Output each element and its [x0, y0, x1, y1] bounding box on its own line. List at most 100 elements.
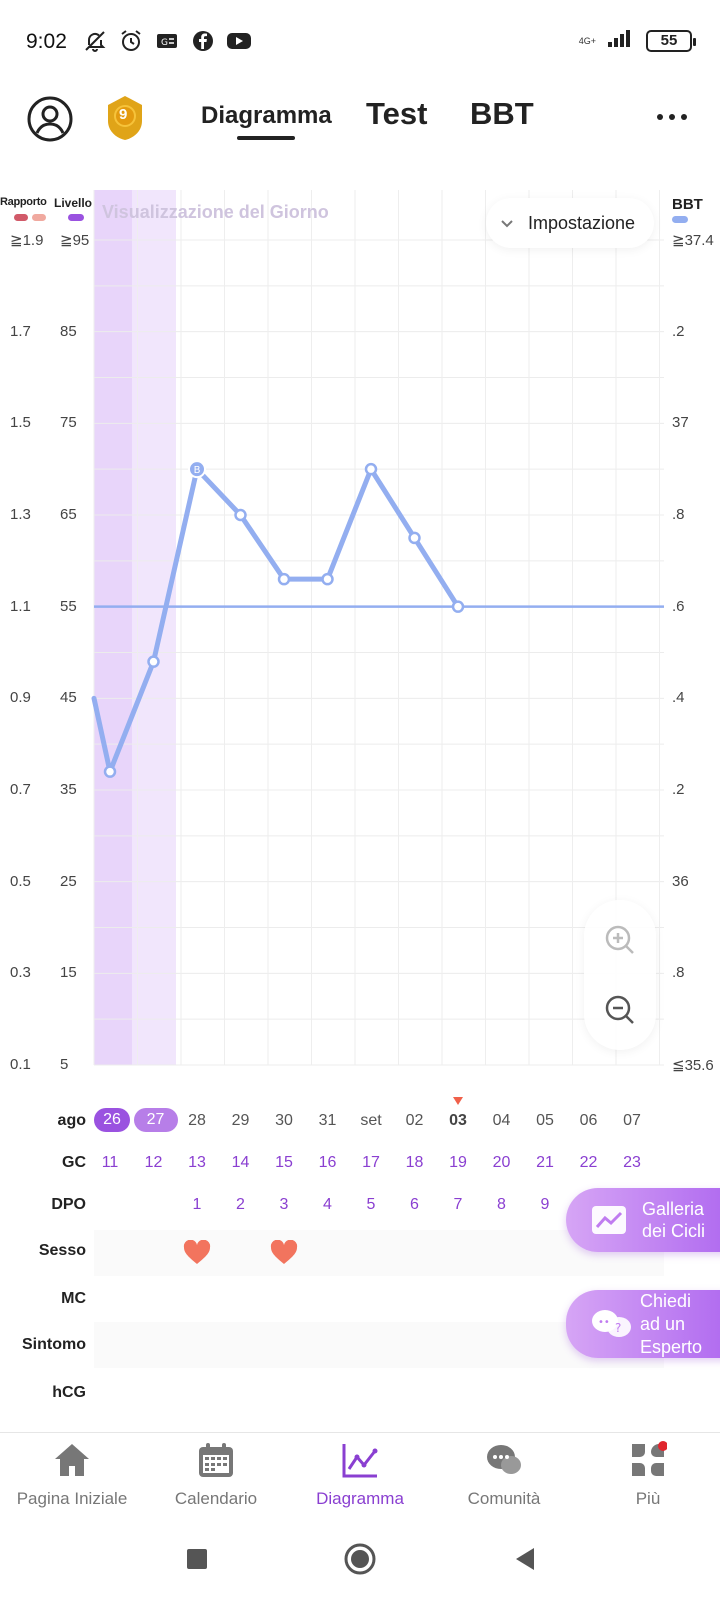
- setting-label: Impostazione: [528, 212, 636, 233]
- g-news-icon: G: [154, 28, 180, 54]
- heart-icon: [183, 1239, 211, 1266]
- chart-area: Rapporto Livello BBT B Visualizzazione d…: [0, 190, 720, 1090]
- day-view-label: Visualizzazione del Giorno: [102, 202, 329, 222]
- dpo-cell: 4: [323, 1196, 332, 1213]
- bbt-tick: .6: [672, 597, 685, 615]
- date-cell[interactable]: set: [360, 1112, 382, 1129]
- nav-calendar-label: Calendario: [174, 1489, 258, 1508]
- bbt-tick: ≦35.6: [672, 1057, 714, 1074]
- date-cell[interactable]: 07: [623, 1112, 641, 1129]
- status-time: 9:02: [26, 30, 67, 53]
- ratio-tick: 1.3: [10, 506, 31, 523]
- bbt-tick: .2: [672, 322, 685, 340]
- data-point: [364, 462, 378, 476]
- alarm-icon: [118, 28, 144, 54]
- home-system-icon[interactable]: [343, 1542, 377, 1576]
- zoom-in-icon[interactable]: [602, 922, 638, 958]
- peak-marker: [188, 460, 206, 479]
- row-label-mc: MC: [61, 1290, 86, 1307]
- nav-more[interactable]: Più: [576, 1441, 720, 1509]
- expert-label-1: Chiedi: [640, 1291, 692, 1311]
- gc-cell: 12: [144, 1154, 163, 1171]
- date-cell[interactable]: 03: [449, 1112, 467, 1129]
- level-tick: 55: [60, 597, 77, 615]
- nav-home[interactable]: Pagina Iniziale: [0, 1441, 144, 1509]
- profile-icon[interactable]: [27, 96, 73, 142]
- nav-chart[interactable]: Diagramma: [288, 1441, 432, 1509]
- recent-apps-icon[interactable]: [180, 1542, 214, 1576]
- dpo-cell: 7: [453, 1196, 463, 1213]
- home-icon: [53, 1441, 91, 1479]
- date-cell[interactable]: 28: [188, 1112, 206, 1129]
- ratio-tick: 0.3: [10, 964, 31, 982]
- date-pill[interactable]: 26: [94, 1108, 130, 1132]
- dpo-cell: 5: [366, 1196, 376, 1213]
- gc-cell: 17: [362, 1154, 380, 1171]
- dpo-cell: 2: [236, 1196, 245, 1213]
- chart-icon: [341, 1441, 379, 1479]
- tab-test[interactable]: Test: [366, 96, 428, 131]
- ratio-tick: 1.7: [10, 322, 31, 340]
- level-tick: 25: [60, 872, 77, 890]
- bbt-tick: .4: [672, 689, 685, 707]
- legend-rapporto-swatch-2: [32, 214, 46, 221]
- level-tick: 5: [60, 1056, 69, 1073]
- row-label-gc: GC: [62, 1154, 86, 1171]
- nav-calendar[interactable]: Calendario: [144, 1441, 288, 1509]
- ratio-tick: 0.9: [10, 689, 31, 707]
- gc-cell: 16: [318, 1154, 337, 1171]
- youtube-icon: [226, 28, 252, 54]
- ask-expert-button[interactable]: ••? Chiedi ad un Esperto: [566, 1290, 720, 1358]
- mute-icon: [82, 28, 108, 54]
- gallery-chart-icon: [590, 1203, 630, 1237]
- setting-button[interactable]: Impostazione: [486, 198, 654, 248]
- date-cell[interactable]: 29: [231, 1112, 250, 1129]
- gc-cell: 14: [231, 1154, 250, 1171]
- gc-cell: 15: [275, 1154, 293, 1171]
- zoom-out-icon[interactable]: [602, 992, 638, 1028]
- nav-community[interactable]: Comunità: [432, 1441, 576, 1509]
- date-cell[interactable]: 06: [579, 1112, 598, 1129]
- battery-indicator: 55: [646, 29, 696, 52]
- cycle-gallery-button[interactable]: Galleria dei Cicli: [566, 1188, 720, 1252]
- bbt-tick: ≧37.4: [672, 232, 714, 249]
- data-point: [234, 508, 247, 522]
- tab-diagramma[interactable]: Diagramma: [201, 102, 332, 140]
- legend-rapporto: Rapporto: [0, 196, 47, 208]
- dpo-cell: 1: [192, 1196, 202, 1213]
- gc-cell: 11: [101, 1154, 119, 1171]
- date-cell[interactable]: 04: [492, 1112, 511, 1129]
- row-label-hcg: hCG: [52, 1384, 86, 1401]
- level-medal-icon[interactable]: 9: [104, 94, 146, 142]
- dpo-cell: 9: [540, 1196, 550, 1213]
- more-grid-icon: [629, 1441, 668, 1479]
- gc-cell: 13: [188, 1154, 206, 1171]
- nav-chart-label: Diagramma: [316, 1489, 404, 1508]
- dpo-cell: 8: [497, 1196, 506, 1213]
- level-tick: 75: [60, 414, 77, 432]
- bbt-tick: 37: [672, 414, 689, 432]
- expert-label-3: Esperto: [640, 1337, 703, 1357]
- ratio-tick: 1.5: [10, 414, 31, 432]
- gallery-label-1: Galleria: [642, 1199, 705, 1219]
- gallery-label-2: dei Cicli: [642, 1221, 706, 1241]
- dpo-cell: 3: [279, 1196, 289, 1213]
- back-icon[interactable]: [508, 1542, 542, 1576]
- row-label-month: ago: [57, 1112, 86, 1129]
- date-cell[interactable]: 02: [405, 1112, 424, 1129]
- ratio-tick: 1.1: [10, 597, 31, 615]
- date-cell[interactable]: 30: [275, 1112, 293, 1129]
- svg-text:?: ?: [615, 1321, 621, 1335]
- nav-home-label: Pagina Iniziale: [16, 1489, 128, 1508]
- data-point: [451, 600, 465, 613]
- community-icon: [485, 1441, 523, 1479]
- tab-bbt[interactable]: BBT: [470, 96, 534, 131]
- date-pill[interactable]: 27: [133, 1108, 178, 1132]
- date-cell[interactable]: 31: [318, 1112, 337, 1129]
- more-options-icon[interactable]: [654, 110, 694, 124]
- date-cell[interactable]: 05: [536, 1112, 554, 1129]
- ask-expert-icon: ••?: [590, 1307, 631, 1341]
- level-tick: 35: [60, 781, 77, 798]
- nav-community-label: Comunità: [467, 1489, 541, 1508]
- chevron-down-icon: [500, 216, 514, 230]
